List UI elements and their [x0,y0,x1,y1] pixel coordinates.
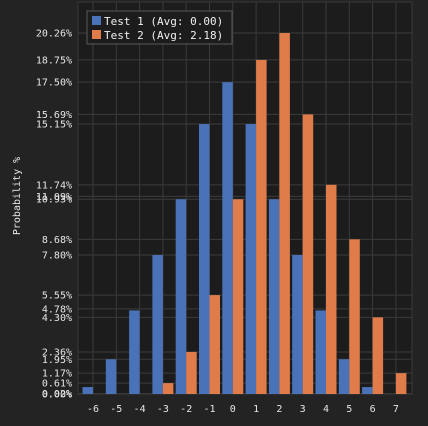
bar-test-2 [395,373,407,394]
bar-test-2 [209,295,220,394]
bar-test-1 [292,255,303,394]
y-tick-label: 11.09% [36,192,72,203]
y-tick-label: 8.68% [42,235,72,246]
x-tick-label: 1 [253,404,259,415]
y-tick-label: 7.80% [42,251,72,262]
y-tick-label: 1.95% [42,355,72,366]
legend-item-test-2: Test 2 (Avg: 2.18) [92,29,223,42]
legend-box [86,10,233,45]
bar-test-2 [279,33,290,395]
x-axis-ticks: -6 -5 -4 -3 -2 -1 0 1 2 3 4 5 6 7 [87,404,399,415]
legend-swatch-test-2 [92,30,101,39]
x-tick-label: 3 [300,404,306,415]
y-tick-label: 5.55% [42,291,72,302]
y-tick-label: 15.69% [36,110,72,121]
bar-test-1 [268,199,280,394]
x-tick-label: -6 [87,404,99,415]
y-axis-label: Probability % [12,157,23,235]
legend-swatch-test-1 [92,16,101,25]
x-tick-label: -1 [203,404,215,415]
bar-test-1 [362,387,373,394]
y-tick-label: 17.50% [36,78,72,89]
y-tick-label: 1.17% [42,369,72,380]
y-tick-label: 2.36% [42,347,72,358]
y-tick-label: 11.74% [36,180,72,191]
bar-test-2 [302,114,314,394]
bar-test-1 [245,124,257,395]
bar-test-1 [338,359,350,394]
x-tick-label: -4 [134,404,146,415]
bar-test-1 [152,255,163,394]
bar-layer [82,33,407,395]
x-tick-label: 6 [370,404,376,415]
y-tick-label: 4.30% [42,313,72,324]
x-tick-label: 0 [230,404,236,415]
legend-item-test-1: Test 1 (Avg: 0.00) [92,15,223,28]
bar-test-2 [372,317,384,394]
legend-label-test-2: Test 2 (Avg: 2.18) [104,29,223,42]
legend-label-test-1: Test 1 (Avg: 0.00) [104,15,223,28]
x-tick-label: 5 [346,404,352,415]
y-tick-label: 20.26% [36,29,72,40]
x-tick-label: 2 [276,404,282,415]
x-tick-label: -2 [180,404,192,415]
x-tick-label: 7 [393,404,399,415]
x-tick-label: -5 [110,404,122,415]
x-tick-label: 4 [323,404,329,415]
y-tick-label: 15.15% [36,120,72,131]
y-tick-label: 10.93% [36,195,72,206]
x-tick-label: -3 [157,404,169,415]
legend: Test 1 (Avg: 0.00) Test 2 (Avg: 2.18) [86,10,233,45]
bar-test-1 [129,310,140,394]
y-tick-label: 0.61% [42,379,72,390]
y-tick-label: 4.78% [42,304,72,315]
bar-test-1 [82,387,93,394]
bar-test-2 [186,351,197,394]
y-tick-label: 0.00% [42,390,72,401]
bar-test-2 [326,184,337,394]
bar-test-1 [199,124,210,395]
bar-test-1 [175,199,187,394]
plot-area [77,1,413,395]
bar-test-1 [315,310,326,394]
bar-test-1 [222,82,233,394]
bar-test-2 [349,239,360,394]
bar-test-1 [105,359,117,394]
bar-test-2 [232,199,244,394]
y-tick-label: 0.02% [42,389,72,400]
y-tick-label: 18.75% [36,55,72,66]
bar-test-2 [162,383,174,394]
y-axis-ticks: 0.00%0.02%0.61%1.17% 1.95%2.36% 4.30%4.78%… [36,29,72,401]
bar-test-2 [256,59,267,395]
